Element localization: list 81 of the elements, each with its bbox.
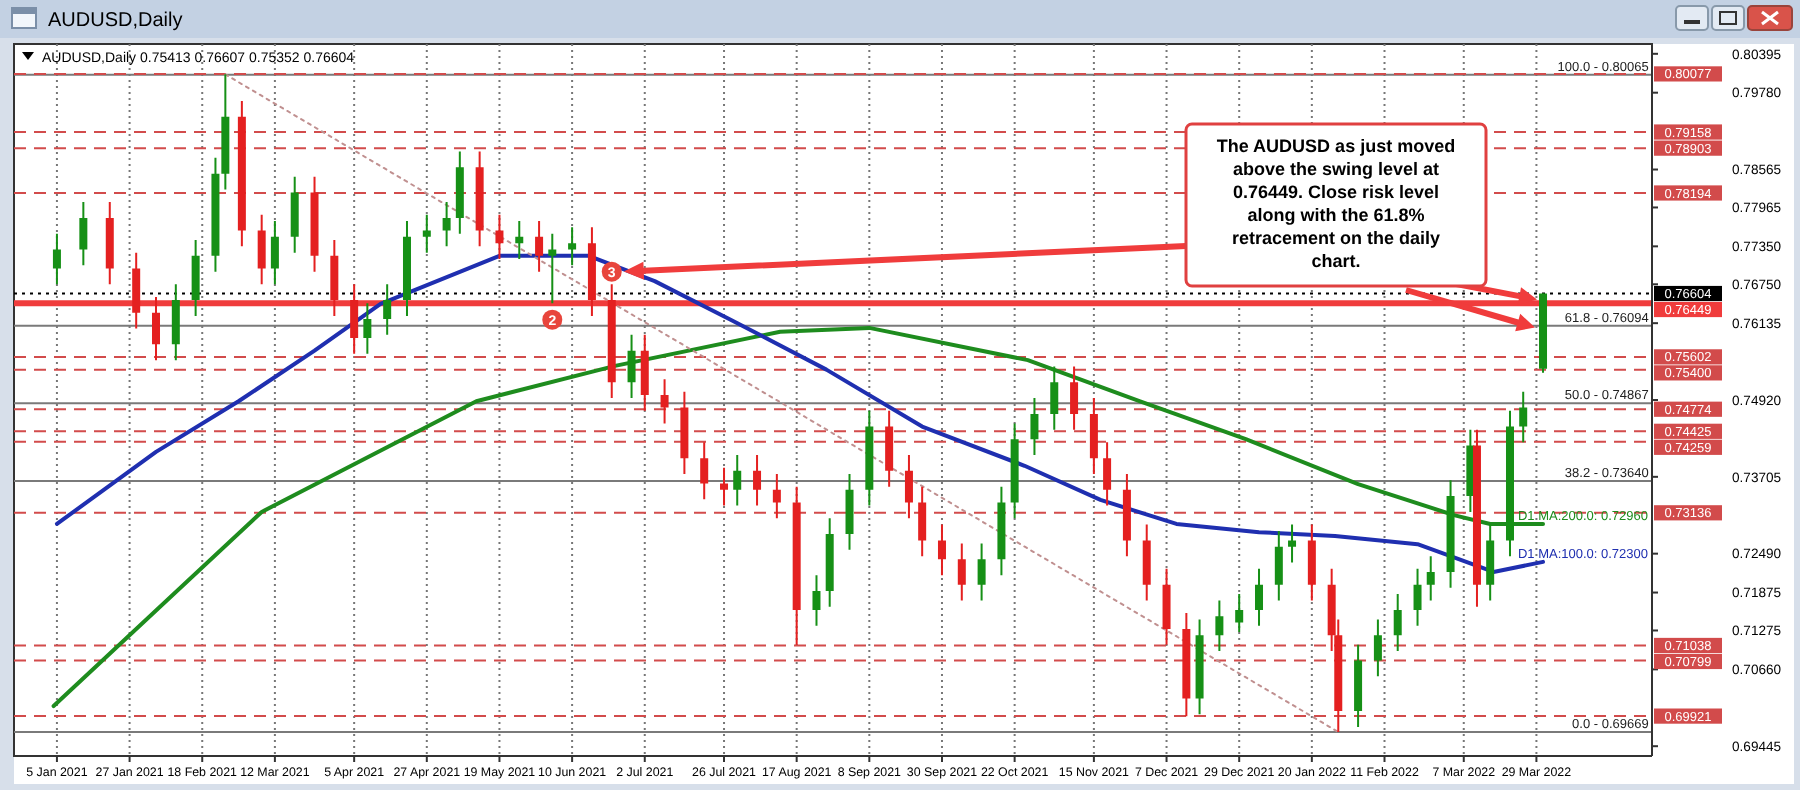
candlestick bbox=[422, 214, 431, 253]
candlestick bbox=[1235, 594, 1244, 633]
candlestick bbox=[535, 221, 544, 272]
candlestick bbox=[1354, 644, 1363, 727]
candlestick bbox=[885, 410, 894, 487]
candlestick bbox=[1215, 600, 1224, 652]
candlestick bbox=[997, 486, 1006, 576]
candlestick bbox=[865, 410, 874, 506]
candlestick bbox=[1446, 480, 1455, 588]
candlestick bbox=[587, 227, 596, 316]
candlestick bbox=[1162, 568, 1171, 645]
candlestick bbox=[904, 455, 913, 519]
candlestick bbox=[237, 100, 246, 247]
candlestick bbox=[105, 202, 114, 285]
candlestick bbox=[733, 455, 742, 506]
candlestick bbox=[79, 202, 88, 266]
candlestick bbox=[1050, 366, 1059, 430]
candlestick bbox=[383, 284, 392, 335]
candlestick bbox=[700, 442, 709, 500]
candlestick bbox=[171, 284, 180, 361]
candlestick bbox=[918, 486, 927, 557]
candlestick bbox=[640, 334, 649, 411]
candlestick bbox=[310, 176, 319, 272]
candlestick bbox=[1103, 442, 1112, 506]
candlestick bbox=[680, 391, 689, 474]
candlestick bbox=[957, 543, 966, 601]
candlestick bbox=[52, 233, 61, 285]
candlestick bbox=[1089, 398, 1098, 474]
candlestick bbox=[475, 151, 484, 247]
candlestick bbox=[1506, 410, 1514, 557]
candlestick bbox=[1373, 619, 1382, 677]
candlestick bbox=[257, 214, 266, 285]
candlestick bbox=[825, 518, 834, 607]
candlestick bbox=[1288, 524, 1297, 563]
candlestick bbox=[812, 575, 821, 626]
candlestick bbox=[515, 221, 524, 259]
candlestick bbox=[330, 240, 339, 316]
candlestick bbox=[455, 151, 464, 234]
candlestick bbox=[937, 524, 946, 576]
candlestick bbox=[1426, 556, 1435, 601]
candlestick bbox=[720, 467, 729, 506]
candlestick bbox=[607, 284, 616, 399]
candlestick bbox=[290, 176, 299, 253]
candlestick bbox=[350, 284, 359, 354]
candlestick bbox=[772, 473, 781, 519]
candlestick bbox=[1274, 530, 1283, 601]
candlestick bbox=[132, 252, 141, 329]
candlestick bbox=[1030, 398, 1039, 456]
candlestick bbox=[363, 303, 372, 354]
candlestick bbox=[1519, 391, 1528, 443]
candlestick bbox=[1070, 366, 1079, 430]
candlestick bbox=[495, 214, 504, 259]
candlestick bbox=[1393, 594, 1402, 652]
candlestick bbox=[1413, 568, 1422, 626]
candlestick bbox=[402, 221, 411, 316]
candlestick bbox=[1255, 568, 1264, 626]
candlestick bbox=[792, 486, 801, 645]
candlestick bbox=[1122, 473, 1131, 557]
chart-title: AUDUSD,Daily bbox=[48, 10, 183, 32]
candlestick bbox=[753, 455, 762, 506]
candlestick bbox=[977, 543, 986, 601]
candlestick bbox=[1182, 613, 1191, 717]
candlestick bbox=[152, 296, 160, 361]
annotation: The AUDUSD as just moved above the swing level at 0.76449. Close risk level along with the 61.8% retracement on the daily chart. bbox=[1216, 136, 1456, 271]
candlestick bbox=[1195, 619, 1204, 715]
candlestick bbox=[627, 334, 636, 399]
candlestick bbox=[1539, 293, 1548, 373]
candlestick bbox=[211, 157, 220, 272]
candlestick bbox=[568, 227, 577, 266]
candlestick bbox=[191, 240, 200, 316]
candlestick bbox=[1010, 423, 1019, 519]
candlestick bbox=[1472, 429, 1481, 607]
candlestick bbox=[1486, 524, 1495, 601]
candlestick bbox=[221, 74, 230, 190]
candlestick bbox=[660, 379, 669, 424]
candlestick bbox=[1307, 524, 1316, 601]
candlestick bbox=[845, 473, 854, 550]
candlestick bbox=[442, 202, 451, 247]
candlestick bbox=[548, 233, 557, 304]
candlestick bbox=[1142, 524, 1151, 601]
candlestick bbox=[270, 221, 279, 285]
